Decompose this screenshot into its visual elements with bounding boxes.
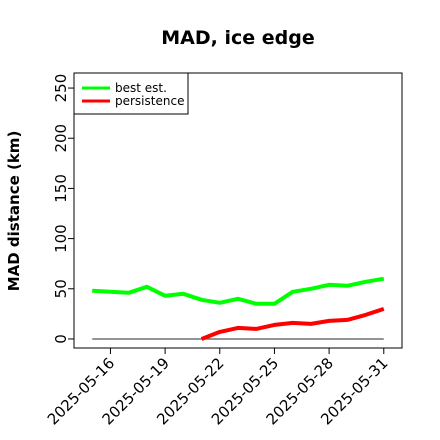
series-line-best-est [92,276,385,306]
plot-frame [73,72,403,349]
y-tick-label-250: 250 [52,74,70,103]
legend-label-persistence: persistence [115,94,184,108]
y-tick-label-0: 0 [52,334,70,344]
series-line-persistence [200,307,385,341]
y-tick-label-100: 100 [52,224,70,253]
x-axis: 2025-05-162025-05-192025-05-222025-05-25… [44,348,392,428]
y-tick-label-50: 50 [52,279,70,298]
y-axis-label: MAD distance (km) [5,131,23,292]
y-tick-label-150: 150 [52,174,70,203]
chart-title: MAD, ice edge [161,27,314,49]
y-tick-label-200: 200 [52,124,70,153]
legend-label-best-est: best est. [115,81,167,95]
series-layer [92,276,385,341]
y-axis: 0 50 100 150 200 250 [52,74,74,344]
legend-box [73,72,189,115]
legend: best est. persistence [73,72,189,115]
